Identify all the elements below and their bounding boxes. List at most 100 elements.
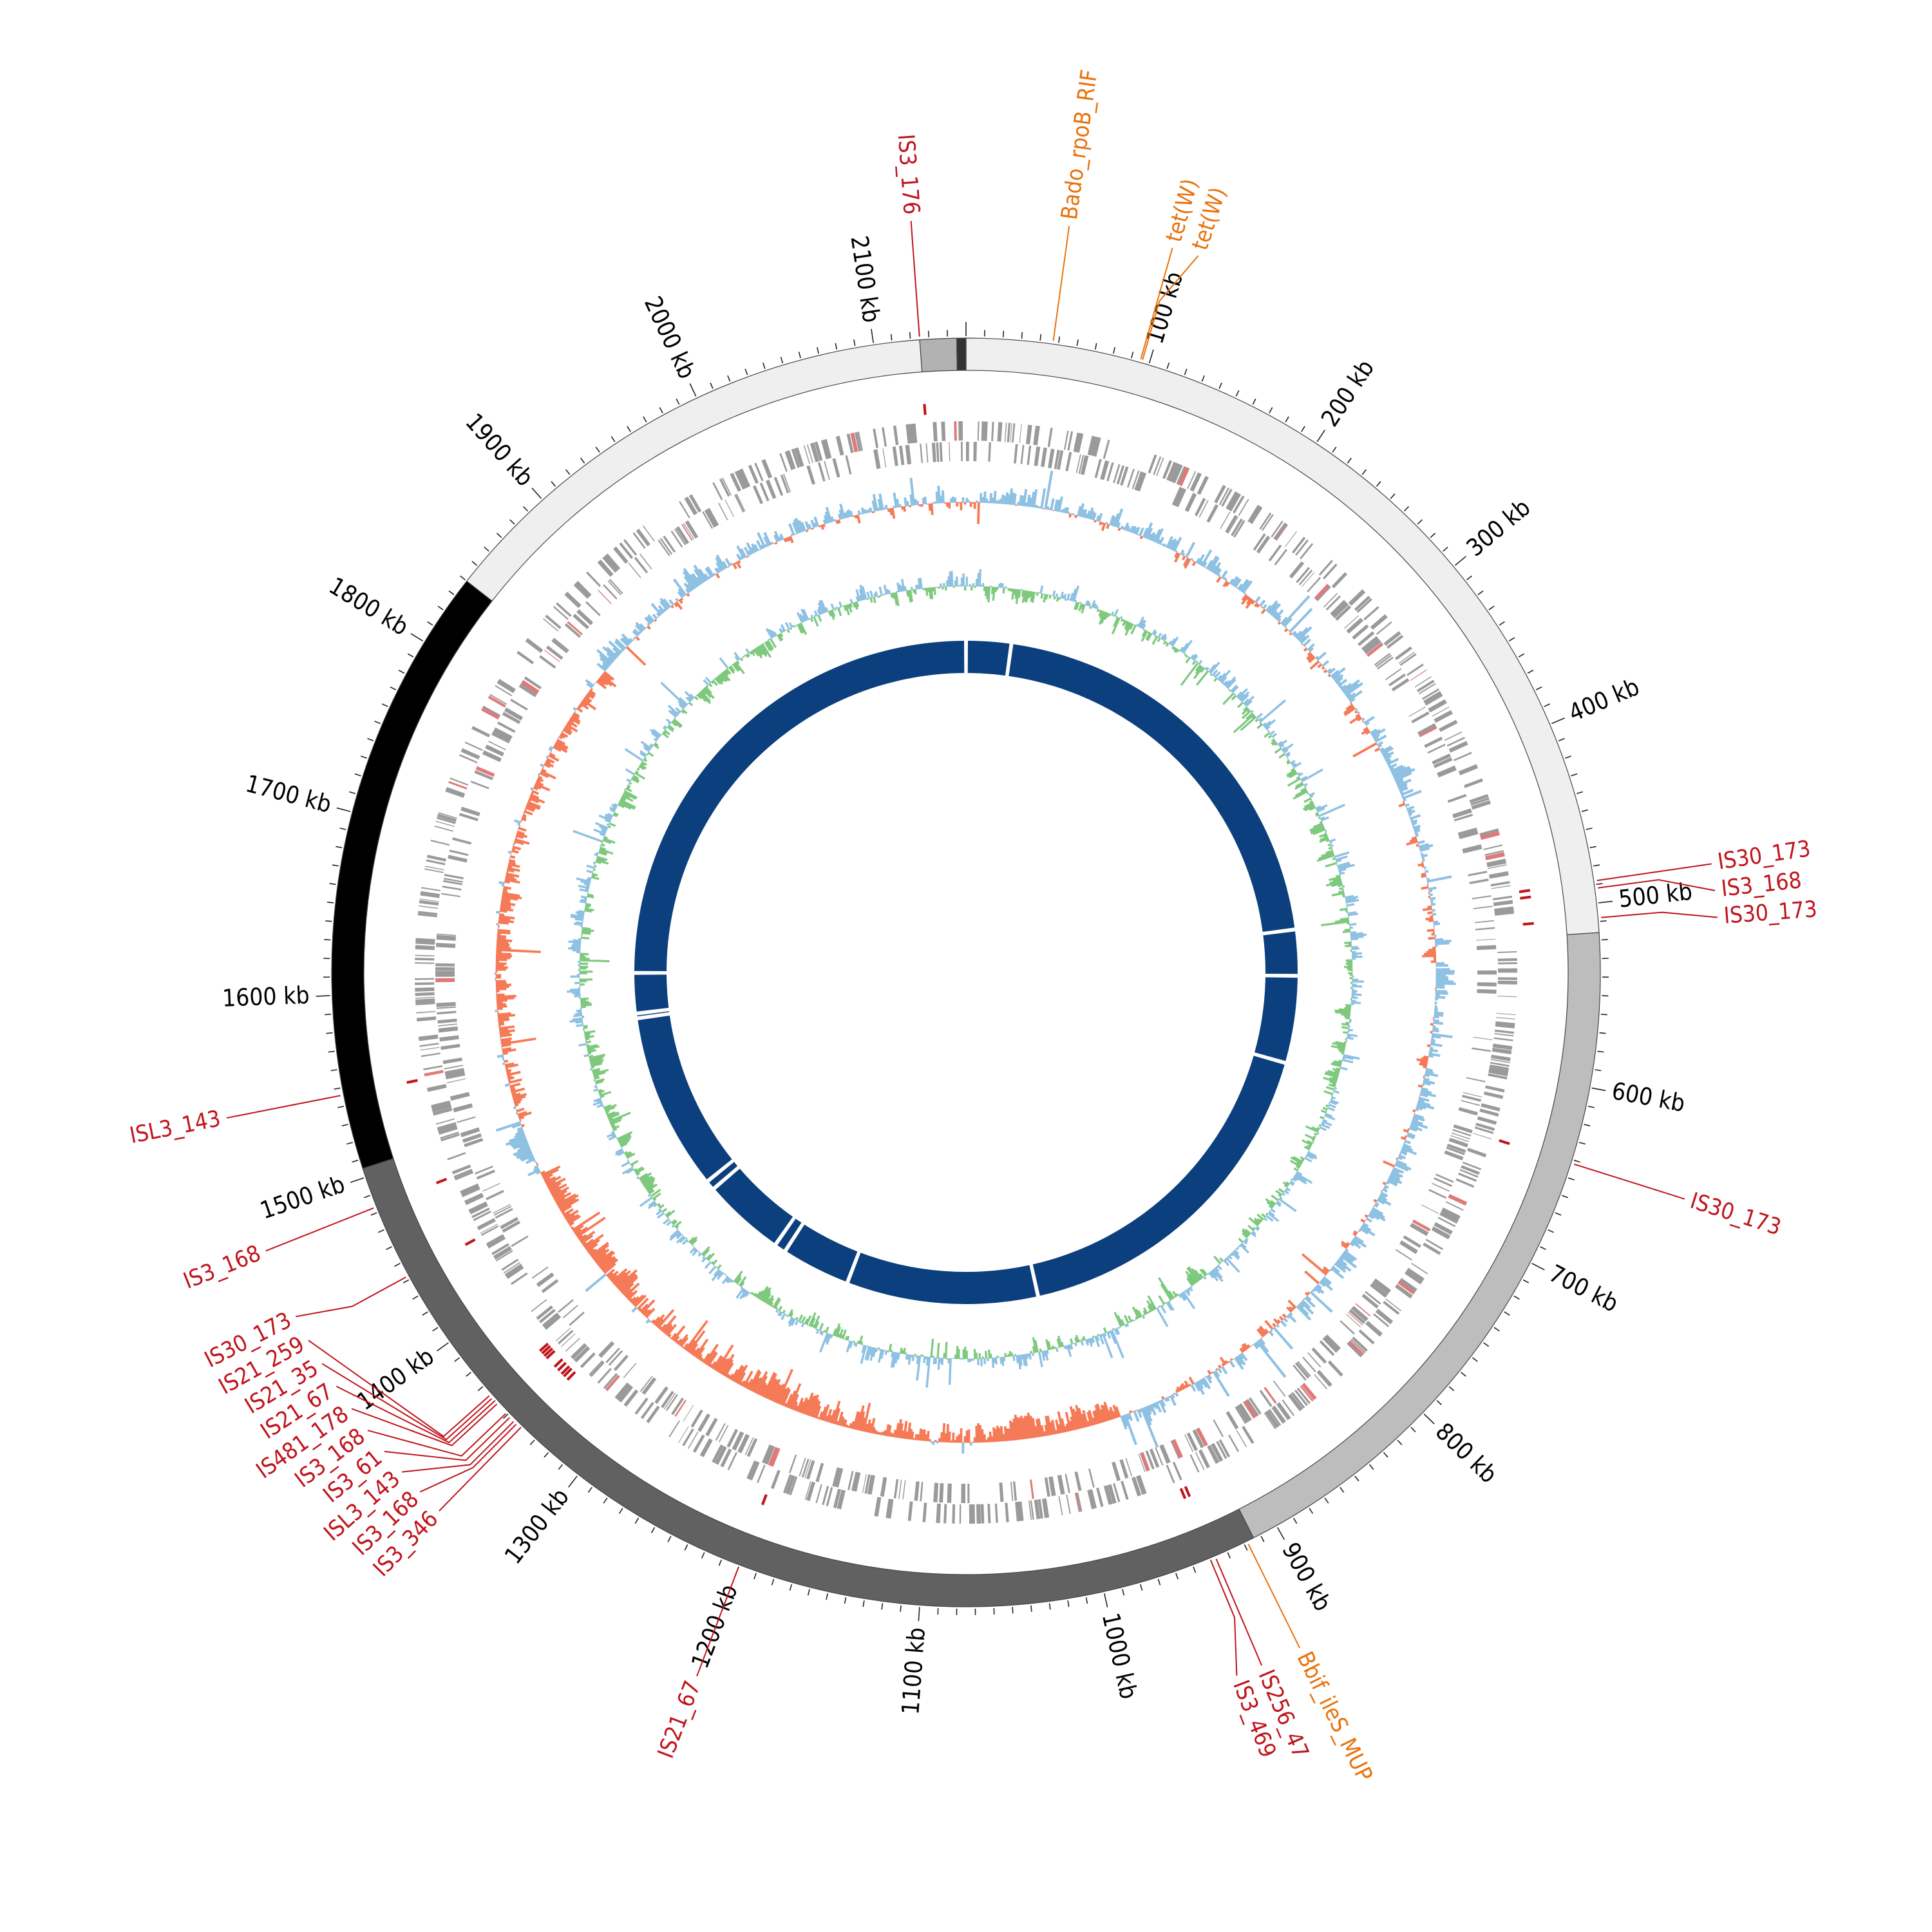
mobile-element-mark [1184,1486,1191,1497]
feature-leader-line [1601,911,1718,918]
feature-leader-line [401,1421,515,1473]
mobile-element-mark [1522,922,1534,926]
feature-leader-line [1573,1163,1685,1200]
contig-block-8 [715,1168,793,1244]
scale-label: 300 kb [1461,493,1536,562]
scale-label: 1600 kb [222,981,310,1012]
mobile-element-mark [1499,1139,1510,1146]
mobile-element-mark [557,1361,567,1372]
contig-block-11 [637,1011,670,1017]
feature-label: Bado_rpoB_RIF [1057,68,1103,222]
scale-label: 1700 kb [243,770,334,819]
feature-leader-line [296,1276,406,1318]
gc-content-above [567,569,1367,1388]
scale-label: 2000 kb [639,292,701,383]
scale-label: 1900 kb [460,408,539,492]
mobile-element-mark [1520,895,1531,900]
scale-ticks [316,322,1613,1622]
contig-block-6 [787,1224,858,1282]
gc-skew-negative [495,502,1437,1443]
feature-leader-line [1247,1544,1301,1649]
mobile-element-mark [563,1367,573,1378]
mobile-element-mark [560,1365,571,1375]
outer-segment-2 [362,1158,1255,1607]
outer-segment-0 [965,337,1600,935]
feature-labels: Bado_rpoB_RIF tet(W)tet(W)IS30_173IS3_168… [128,68,1818,1786]
scale-label: 1800 kb [324,572,413,641]
scale-label: 500 kb [1617,878,1694,913]
scale-label: 1100 kb [896,1627,931,1716]
scale-label: 1200 kb [686,1580,743,1672]
feature-leader-line [384,1417,511,1461]
feature-label: IS30_173 [1687,1188,1784,1241]
scale-label: 1500 kb [257,1170,348,1225]
scale-label: 400 kb [1565,673,1643,727]
contig-block-7 [777,1218,802,1250]
scale-label: 2100 kb [845,234,885,325]
feature-leader-line [1052,225,1070,341]
mobile-element-mark [1179,1488,1187,1499]
contig-ring [634,641,1298,1304]
mobile-element-mark [406,1079,418,1084]
feature-label: IS3_168 [180,1240,264,1294]
scale-label: 1400 kb [352,1342,439,1416]
contig-block-2 [1263,931,1298,974]
scale-label: 700 kb [1544,1259,1623,1318]
contig-block-1 [1009,644,1295,932]
mobile-element-mark [538,1342,549,1352]
feature-leader-line [696,1567,739,1677]
scale-tick-marks [316,322,1613,1622]
feature-leader-line [910,221,920,337]
gc-content-below [579,585,1353,1359]
outer-segment-6 [956,337,967,371]
feature-leader-line [351,1403,498,1446]
feature-leader-line [1598,879,1716,891]
feature-leader-line [419,1423,517,1493]
scale-label: 1300 kb [499,1483,574,1569]
mobile-element-mark [566,1371,576,1381]
mobile-element-mark [553,1358,564,1368]
contig-block-5 [849,1253,1037,1304]
feature-label: IS30_173 [1723,896,1818,929]
contig-block-12 [634,974,669,1012]
feature-leader-line [1142,255,1199,360]
feature-leader-line [1140,247,1173,360]
mobile-element-mark [1519,889,1531,893]
feature-leader-line [308,1340,490,1437]
outer-segment-ring [331,337,1601,1607]
scale-label: 200 kb [1316,355,1379,431]
genes-reverse-strand [435,441,1497,1504]
scale-label: 800 kb [1430,1417,1502,1488]
contig-block-4 [1032,1056,1285,1296]
mobile-element-mark [464,1238,476,1246]
feature-leader-line [1215,1558,1263,1666]
contig-block-3 [1255,977,1298,1061]
mobile-element-mark [923,404,927,415]
mobile-element-mark [541,1345,551,1355]
contig-block-9 [709,1162,738,1187]
gc-content-track [567,569,1367,1388]
feature-leader-line [1596,863,1712,882]
mobile-element-mark [543,1347,554,1357]
contig-block-10 [638,1016,732,1180]
mobile-element-mark [545,1350,556,1359]
scale-label: 900 kb [1276,1538,1337,1616]
feature-label: IS3_176 [893,133,924,216]
mobile-element-mark [761,1494,768,1506]
feature-label: IS21_67 [653,1678,706,1762]
mobile-element-mark [435,1177,448,1184]
contig-block-0 [967,641,1010,676]
feature-leader-line [336,1385,495,1444]
feature-label: ISL3_143 [128,1106,223,1149]
feature-leader-line [321,1363,493,1441]
feature-leader-line [367,1413,506,1457]
feature-leader-line [1210,1560,1238,1676]
scale-label: 1000 kb [1097,1610,1142,1701]
outer-segment-5 [919,337,958,373]
feature-leader-line [265,1207,374,1252]
feature-leader-line [226,1095,341,1119]
mobile-element-marks [406,404,1534,1506]
scale-label: 600 kb [1609,1077,1687,1117]
feature-label: Bbif_ileS_MUP [1292,1648,1378,1786]
